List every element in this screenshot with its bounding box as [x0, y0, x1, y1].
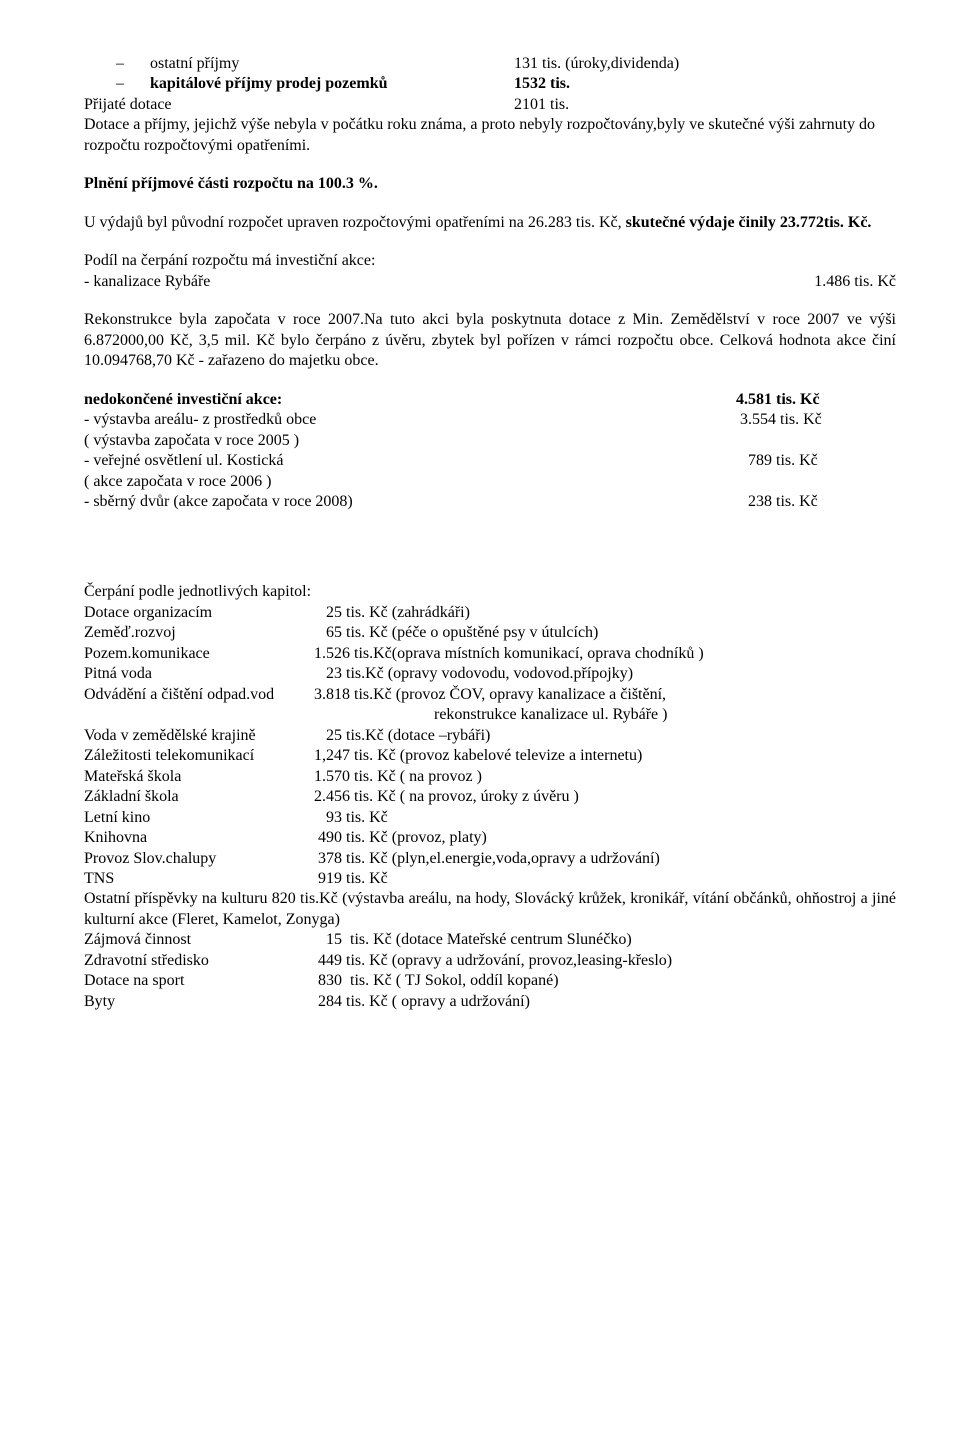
unfinished-investments: nedokončené investiční akce: 4.581 tis. … [84, 390, 896, 513]
income-line-2: kapitálové příjmy prodej pozemků 1532 ti… [84, 74, 896, 94]
chapter-label: Odvádění a čištění odpad.vod [84, 685, 314, 705]
share-row-label: - kanalizace Rybáře [84, 272, 210, 292]
unfinished-row-3-value: 238 tis. Kč [736, 492, 896, 512]
share-row-value: 1.486 tis. Kč [814, 272, 896, 292]
chapter-value: 919 tis. Kč [314, 869, 896, 889]
chapters-title: Čerpání podle jednotlivých kapitol: [84, 582, 896, 602]
chapter-row: Byty 284 tis. Kč ( opravy a udržování) [84, 992, 896, 1012]
income-2-value: 1532 tis. [514, 74, 570, 94]
income-line-1: ostatní příjmy 131 tis. (úroky,dividenda… [84, 54, 896, 74]
unfinished-row-1-note: ( výstavba započata v roce 2005 ) [84, 431, 896, 451]
income-fulfilment: Plnění příjmové části rozpočtu na 100.3 … [84, 174, 896, 194]
unfinished-row-1-label: - výstavba areálu- z prostředků obce [84, 410, 736, 430]
chapter-row: TNS 919 tis. Kč [84, 869, 896, 889]
chapter-value: rekonstrukce kanalizace ul. Rybáře ) [314, 705, 896, 725]
chapter-label [84, 705, 314, 725]
chapter-row: Pozem.komunikace1.526 tis.Kč(oprava míst… [84, 644, 896, 664]
chapter-label: Zájmová činnost [84, 930, 314, 950]
chapter-value: 830 tis. Kč ( TJ Sokol, oddíl kopané) [314, 971, 896, 991]
chapter-row: Mateřská škola1.570 tis. Kč ( na provoz … [84, 767, 896, 787]
chapter-label: Zeměď.rozvoj [84, 623, 314, 643]
income-2-label: kapitálové příjmy prodej pozemků [150, 74, 510, 94]
chapter-value: 1,247 tis. Kč (provoz kabelové televize … [314, 746, 896, 766]
chapter-value: 25 tis.Kč (dotace –rybáři) [314, 726, 896, 746]
income-line-2-inner: kapitálové příjmy prodej pozemků 1532 ti… [150, 74, 570, 94]
chapter-value: 25 tis. Kč (zahrádkáři) [314, 603, 896, 623]
chapter-label: Pozem.komunikace [84, 644, 314, 664]
chapter-row: Zájmová činnost 15 tis. Kč (dotace Mateř… [84, 930, 896, 950]
income-1-value: 131 tis. (úroky,dividenda) [514, 54, 679, 74]
received-grants-value: 2101 tis. [514, 95, 569, 115]
chapter-label: Letní kino [84, 808, 314, 828]
chapter-row: Odvádění a čištění odpad.vod3.818 tis.Kč… [84, 685, 896, 705]
chapter-label: TNS [84, 869, 314, 889]
chapter-row: Voda v zemědělské krajině 25 tis.Kč (dot… [84, 726, 896, 746]
chapter-row: Dotace organizacím 25 tis. Kč (zahrádkář… [84, 603, 896, 623]
other-culture-paragraph: Ostatní příspěvky na kulturu 820 tis.Kč … [84, 889, 896, 930]
unfinished-row-2-value: 789 tis. Kč [736, 451, 896, 471]
chapter-value: 1.526 tis.Kč(oprava místních komunikací,… [314, 644, 896, 664]
chapter-label: Provoz Slov.chalupy [84, 849, 314, 869]
unfinished-row-3: - sběrný dvůr (akce započata v roce 2008… [84, 492, 896, 512]
spacer [84, 512, 896, 582]
unfinished-total: 4.581 tis. Kč [736, 390, 896, 410]
chapter-label: Pitná voda [84, 664, 314, 684]
chapter-row: Pitná voda 23 tis.Kč (opravy vodovodu, v… [84, 664, 896, 684]
chapter-label: Dotace organizacím [84, 603, 314, 623]
share-row: - kanalizace Rybáře 1.486 tis. Kč [84, 272, 896, 292]
chapter-row: Záležitosti telekomunikací1,247 tis. Kč … [84, 746, 896, 766]
chapter-row: Dotace na sport 830 tis. Kč ( TJ Sokol, … [84, 971, 896, 991]
unfinished-title: nedokončené investiční akce: [84, 390, 736, 410]
chapter-value: 284 tis. Kč ( opravy a udržování) [314, 992, 896, 1012]
income-line-1-inner: ostatní příjmy 131 tis. (úroky,dividenda… [150, 54, 679, 74]
reconstruction-paragraph: Rekonstrukce byla započata v roce 2007.N… [84, 310, 896, 371]
chapters-block-2: Zájmová činnost 15 tis. Kč (dotace Mateř… [84, 930, 896, 1012]
chapter-row: Letní kino 93 tis. Kč [84, 808, 896, 828]
chapter-label: Záležitosti telekomunikací [84, 746, 314, 766]
unfinished-row-2-note: ( akce započata v roce 2006 ) [84, 472, 896, 492]
chapter-value: 15 tis. Kč (dotace Mateřské centrum Slun… [314, 930, 896, 950]
unfinished-row-3-label: - sběrný dvůr (akce započata v roce 2008… [84, 492, 736, 512]
chapter-value: 1.570 tis. Kč ( na provoz ) [314, 767, 896, 787]
chapter-label: Knihovna [84, 828, 314, 848]
chapter-row: Provoz Slov.chalupy 378 tis. Kč (plyn,el… [84, 849, 896, 869]
unfinished-row-1-value: 3.554 tis. Kč [736, 410, 896, 430]
chapter-label: Dotace na sport [84, 971, 314, 991]
chapter-row: Knihovna 490 tis. Kč (provoz, platy) [84, 828, 896, 848]
chapter-value: 449 tis. Kč (opravy a udržování, provoz,… [314, 951, 896, 971]
chapter-label: Byty [84, 992, 314, 1012]
chapter-value: 2.456 tis. Kč ( na provoz, úroky z úvěru… [314, 787, 896, 807]
unfinished-row-1: - výstavba areálu- z prostředků obce 3.5… [84, 410, 896, 430]
chapter-value: 23 tis.Kč (opravy vodovodu, vodovod.příp… [314, 664, 896, 684]
chapter-row: Zeměď.rozvoj 65 tis. Kč (péče o opuštěné… [84, 623, 896, 643]
chapter-label: Mateřská škola [84, 767, 314, 787]
chapter-row: rekonstrukce kanalizace ul. Rybáře ) [84, 705, 896, 725]
expenditure-paragraph: U výdajů byl původní rozpočet upraven ro… [84, 213, 896, 233]
chapters-block: Dotace organizacím 25 tis. Kč (zahrádkář… [84, 603, 896, 890]
unfinished-row-2: - veřejné osvětlení ul. Kostická 789 tis… [84, 451, 896, 471]
chapter-value: 378 tis. Kč (plyn,el.energie,voda,opravy… [314, 849, 896, 869]
chapter-label: Voda v zemědělské krajině [84, 726, 314, 746]
unfinished-row-2-label: - veřejné osvětlení ul. Kostická [84, 451, 736, 471]
chapter-label: Zdravotní středisko [84, 951, 314, 971]
expenditure-text-a: U výdajů byl původní rozpočet upraven ro… [84, 214, 626, 231]
chapter-value: 3.818 tis.Kč (provoz ČOV, opravy kanaliz… [314, 685, 896, 705]
expenditure-text-b: skutečné výdaje činily 23.772tis. Kč. [626, 214, 872, 231]
chapter-row: Základní škola2.456 tis. Kč ( na provoz,… [84, 787, 896, 807]
paragraph-grants-note: Dotace a příjmy, jejichž výše nebyla v p… [84, 115, 896, 156]
share-heading: Podíl na čerpání rozpočtu má investiční … [84, 251, 896, 271]
income-dash-list: ostatní příjmy 131 tis. (úroky,dividenda… [84, 54, 896, 95]
received-grants-label: Přijaté dotace [84, 95, 510, 115]
received-grants-row: Přijaté dotace 2101 tis. [84, 95, 896, 115]
chapter-value: 93 tis. Kč [314, 808, 896, 828]
chapter-value: 490 tis. Kč (provoz, platy) [314, 828, 896, 848]
chapter-row: Zdravotní středisko 449 tis. Kč (opravy … [84, 951, 896, 971]
chapter-label: Základní škola [84, 787, 314, 807]
chapter-value: 65 tis. Kč (péče o opuštěné psy v útulcí… [314, 623, 896, 643]
unfinished-title-row: nedokončené investiční akce: 4.581 tis. … [84, 390, 896, 410]
income-1-label: ostatní příjmy [150, 54, 510, 74]
